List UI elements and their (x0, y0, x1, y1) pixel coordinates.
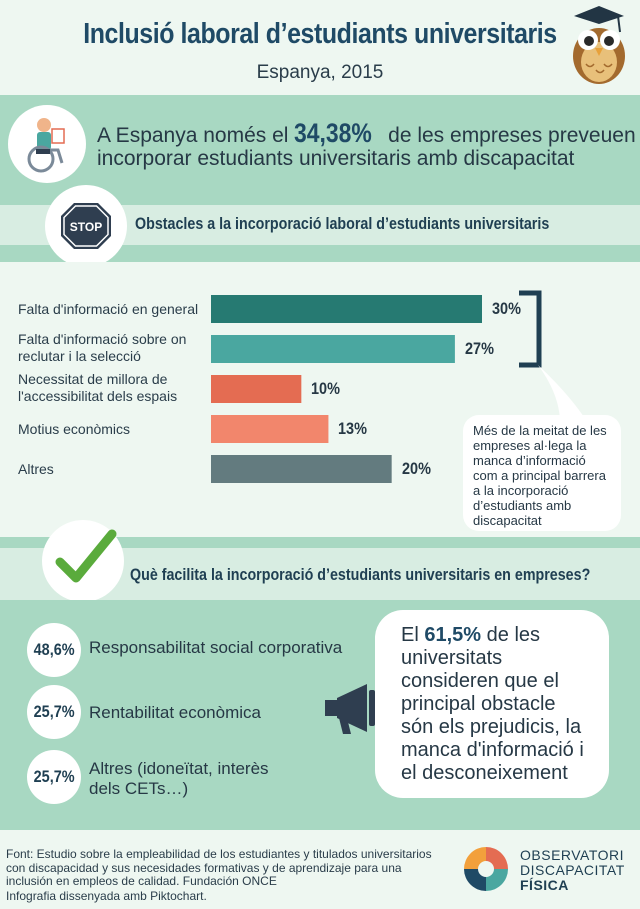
stop-badge: STOP (45, 185, 127, 267)
bar-value-label: 20% (401, 459, 431, 478)
lead-value: 34,38% (294, 118, 373, 148)
page-subtitle: Espanya, 2015 (256, 62, 384, 83)
obstacles-note: Més de la meitat de les empreses al·lega… (463, 415, 621, 531)
facilitator-label: Responsabilitat social corporativa (89, 638, 343, 657)
obstacles-bar-chart (211, 295, 482, 483)
bar (211, 375, 302, 403)
facilitator-label: Altres (idoneïtat, interès dels CETs…) (89, 759, 269, 798)
category-label: Altres (18, 461, 54, 477)
bar-value-label: 27% (464, 339, 494, 358)
category-label: Necessitat de millora de l'accessibilita… (18, 371, 178, 404)
checkmark-icon (55, 529, 117, 583)
category-label: Falta d'informació en general (18, 301, 199, 317)
page-title: Inclusió laboral d’estudiants universita… (83, 18, 557, 50)
bubble-tail-icon (538, 365, 588, 423)
bar-value-label: 30% (492, 299, 521, 318)
facilitator-pct: 25,7% (27, 750, 81, 804)
quote-post: de les universitats consideren que el pr… (401, 624, 584, 784)
bar-value-label: 10% (311, 379, 341, 398)
footer (0, 830, 640, 909)
stop-text: STOP (70, 220, 102, 234)
facilitators-title: Què facilita la incorporació d’estudiant… (130, 565, 591, 584)
stop-sign-icon: STOP (61, 203, 111, 249)
obstacles-title: Obstacles a la incorporació laboral d’es… (135, 214, 550, 233)
quote-pre: El (401, 624, 419, 646)
universities-quote: El 61,5% de les universitats consideren … (375, 610, 609, 798)
lead-line1: A Espanya només el 34,38% de les emprese… (97, 118, 636, 149)
bar (211, 455, 392, 483)
facilitator-label: Rentabilitat econòmica (89, 703, 261, 722)
logo-text: OBSERVATORI DISCAPACITAT FÍSICA (520, 847, 625, 893)
lead-pre: A Espanya només el (97, 124, 289, 147)
category-label: Motius econòmics (18, 421, 131, 437)
facilitator-pct: 25,7% (27, 685, 81, 739)
bar-value-label: 13% (338, 419, 368, 438)
lead-post: de les empreses preveuen (388, 124, 636, 147)
facilitator-pct: 48,6% (27, 623, 81, 677)
quote-value: 61,5% (424, 624, 482, 646)
category-label: Falta d'informació sobre on reclutar i l… (18, 331, 187, 364)
source-text: Font: Estudio sobre la empleabilidad de … (6, 847, 432, 888)
credit-text: Infografia dissenyada amb Piktochart. (6, 889, 207, 903)
wheelchair-user-icon (27, 118, 65, 173)
lead-line2: incorporar estudiants universitaris amb … (97, 147, 575, 170)
bar (211, 335, 455, 363)
megaphone-icon (325, 684, 375, 734)
bar (211, 295, 482, 323)
bracket-icon (519, 290, 542, 368)
check-badge (42, 520, 124, 602)
owl-mascot-icon (573, 6, 625, 84)
wheelchair-badge (8, 105, 86, 183)
header (0, 0, 640, 95)
bar (211, 415, 329, 443)
lead-band (0, 95, 640, 190)
observatori-logo-icon (464, 847, 508, 891)
